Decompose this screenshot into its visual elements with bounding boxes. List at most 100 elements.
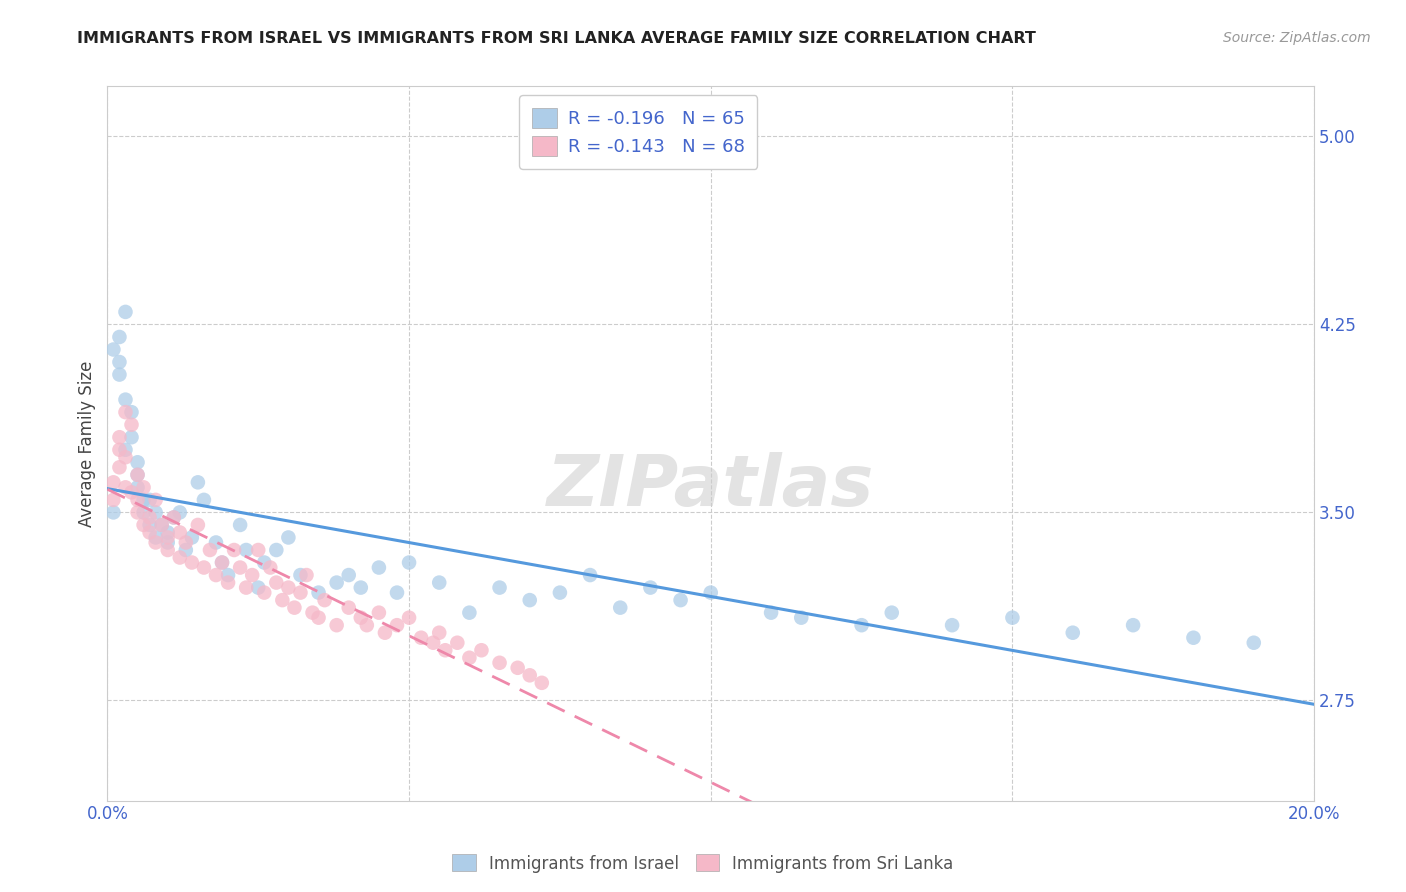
Point: [337, 568, 360, 582]
Point: [127, 467, 149, 482]
Point: [446, 636, 468, 650]
Text: ZIPatlas: ZIPatlas: [547, 452, 875, 521]
Point: [790, 610, 813, 624]
Point: [488, 656, 510, 670]
Point: [240, 568, 263, 582]
Point: [145, 492, 167, 507]
Point: [138, 517, 160, 532]
Point: [880, 606, 903, 620]
Point: [325, 618, 347, 632]
Point: [458, 650, 481, 665]
Point: [229, 560, 252, 574]
Point: [458, 606, 481, 620]
Point: [114, 450, 136, 465]
Point: [422, 636, 444, 650]
Point: [700, 585, 723, 599]
Point: [121, 405, 143, 419]
Point: [314, 593, 336, 607]
Point: [211, 556, 233, 570]
Point: [211, 556, 233, 570]
Point: [640, 581, 662, 595]
Point: [114, 480, 136, 494]
Point: [530, 676, 553, 690]
Point: [114, 442, 136, 457]
Point: [187, 475, 209, 490]
Point: [108, 330, 131, 344]
Point: [222, 543, 245, 558]
Text: Source: ZipAtlas.com: Source: ZipAtlas.com: [1223, 31, 1371, 45]
Point: [295, 568, 318, 582]
Point: [138, 492, 160, 507]
Point: [266, 543, 288, 558]
Point: [180, 556, 202, 570]
Point: [150, 517, 173, 532]
Point: [145, 535, 167, 549]
Point: [669, 593, 692, 607]
Point: [941, 618, 963, 632]
Point: [398, 610, 420, 624]
Point: [127, 492, 149, 507]
Point: [205, 568, 228, 582]
Point: [127, 455, 149, 469]
Point: [198, 543, 221, 558]
Point: [337, 600, 360, 615]
Point: [519, 668, 541, 682]
Point: [127, 480, 149, 494]
Point: [114, 305, 136, 319]
Point: [277, 581, 299, 595]
Point: [579, 568, 602, 582]
Point: [277, 531, 299, 545]
Point: [156, 543, 179, 558]
Text: IMMIGRANTS FROM ISRAEL VS IMMIGRANTS FROM SRI LANKA AVERAGE FAMILY SIZE CORRELAT: IMMIGRANTS FROM ISRAEL VS IMMIGRANTS FRO…: [77, 31, 1036, 46]
Point: [385, 618, 408, 632]
Point: [121, 430, 143, 444]
Point: [290, 585, 312, 599]
Point: [132, 505, 155, 519]
Point: [1182, 631, 1205, 645]
Point: [163, 510, 186, 524]
Point: [356, 618, 378, 632]
Point: [121, 485, 143, 500]
Point: [283, 600, 305, 615]
Point: [132, 517, 155, 532]
Point: [156, 525, 179, 540]
Point: [398, 556, 420, 570]
Point: [247, 543, 270, 558]
Point: [266, 575, 288, 590]
Point: [253, 585, 276, 599]
Point: [290, 568, 312, 582]
Point: [308, 610, 330, 624]
Point: [121, 417, 143, 432]
Point: [235, 543, 257, 558]
Point: [488, 581, 510, 595]
Point: [138, 525, 160, 540]
Point: [103, 475, 125, 490]
Point: [217, 575, 239, 590]
Point: [132, 492, 155, 507]
Point: [411, 631, 433, 645]
Point: [132, 480, 155, 494]
Point: [308, 585, 330, 599]
Point: [548, 585, 571, 599]
Point: [259, 560, 281, 574]
Point: [519, 593, 541, 607]
Point: [350, 581, 373, 595]
Point: [127, 505, 149, 519]
Point: [193, 560, 215, 574]
Point: [367, 560, 389, 574]
Point: [127, 467, 149, 482]
Point: [367, 606, 389, 620]
Point: [103, 492, 125, 507]
Y-axis label: Average Family Size: Average Family Size: [79, 360, 96, 526]
Point: [145, 531, 167, 545]
Point: [114, 392, 136, 407]
Point: [205, 535, 228, 549]
Point: [253, 556, 276, 570]
Point: [470, 643, 492, 657]
Point: [138, 510, 160, 524]
Point: [187, 517, 209, 532]
Legend: Immigrants from Israel, Immigrants from Sri Lanka: Immigrants from Israel, Immigrants from …: [446, 847, 960, 880]
Point: [108, 355, 131, 369]
Point: [1122, 618, 1144, 632]
Point: [506, 661, 529, 675]
